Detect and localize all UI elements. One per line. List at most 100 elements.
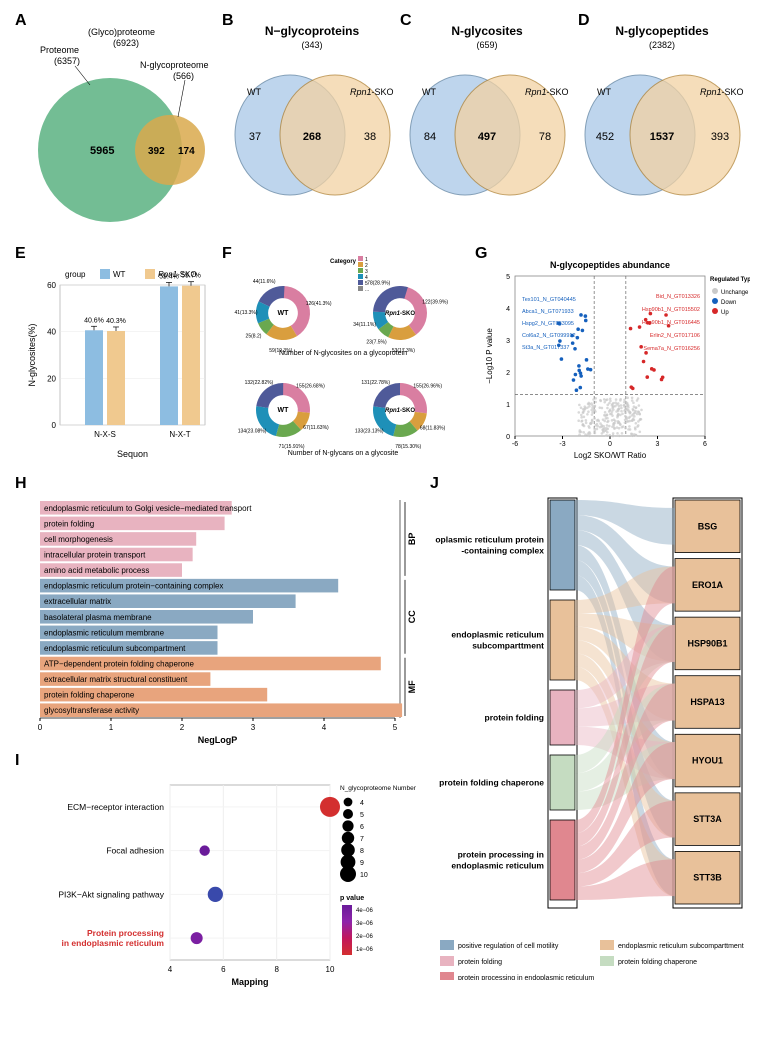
svg-text:−Log10 P value: −Log10 P value bbox=[485, 328, 494, 384]
svg-text:Category: Category bbox=[330, 259, 357, 265]
svg-text:8: 8 bbox=[274, 965, 279, 974]
svg-text:40.3%: 40.3% bbox=[106, 318, 126, 325]
svg-text:131(22.78%): 131(22.78%) bbox=[361, 380, 390, 386]
svg-text:N_glycoproteome Number: N_glycoproteome Number bbox=[340, 785, 417, 792]
svg-text:8: 8 bbox=[360, 848, 364, 855]
svg-text:5: 5 bbox=[360, 812, 364, 819]
svg-text:40: 40 bbox=[47, 328, 56, 337]
svg-text:-3: -3 bbox=[559, 441, 565, 448]
svg-text:3: 3 bbox=[506, 338, 510, 345]
svg-text:Up: Up bbox=[721, 310, 729, 316]
venn-a-label1: Proteome bbox=[40, 45, 79, 55]
panel-label-i: I bbox=[15, 752, 19, 770]
svg-text:protein folding: protein folding bbox=[485, 713, 545, 723]
svg-text:393: 393 bbox=[711, 131, 729, 143]
panel-label-e: E bbox=[15, 245, 26, 263]
svg-text:Col6a2_N_GT099912: Col6a2_N_GT099912 bbox=[522, 333, 576, 339]
svg-text:WT: WT bbox=[422, 87, 436, 97]
svg-text:155(26.68%): 155(26.68%) bbox=[296, 383, 325, 389]
svg-text:6: 6 bbox=[221, 965, 226, 974]
svg-text:protein folding chaperone: protein folding chaperone bbox=[618, 959, 697, 966]
svg-text:extracellular matrix: extracellular matrix bbox=[44, 597, 111, 606]
svg-text:4: 4 bbox=[506, 306, 510, 313]
svg-text:40.6%: 40.6% bbox=[84, 317, 104, 324]
svg-text:N−glycoproteins: N−glycoproteins bbox=[265, 24, 360, 38]
svg-text:Hsp90b1_N_GT015502: Hsp90b1_N_GT015502 bbox=[642, 307, 700, 313]
svg-text:2: 2 bbox=[506, 370, 510, 377]
svg-text:59.7%: 59.7% bbox=[181, 273, 201, 280]
svg-text:WT: WT bbox=[278, 407, 290, 414]
svg-text:1e−06: 1e−06 bbox=[356, 947, 374, 953]
svg-text:HSPA13: HSPA13 bbox=[690, 697, 724, 707]
svg-text:0: 0 bbox=[506, 434, 510, 441]
svg-text:452: 452 bbox=[596, 131, 614, 143]
svg-text:Rpn1-SKO: Rpn1-SKO bbox=[350, 87, 394, 97]
svg-text:HYOU1: HYOU1 bbox=[692, 756, 723, 766]
svg-text:7: 7 bbox=[360, 836, 364, 843]
svg-text:N-X-T: N-X-T bbox=[169, 430, 190, 439]
svg-text:ECM−receptor interaction: ECM−receptor interaction bbox=[67, 802, 164, 812]
svg-text:protein folding chaperone: protein folding chaperone bbox=[439, 778, 544, 788]
svg-text:59.4%: 59.4% bbox=[159, 273, 179, 280]
svg-text:amino acid metabolic process: amino acid metabolic process bbox=[44, 566, 149, 575]
svg-text:78: 78 bbox=[539, 131, 551, 143]
svg-text:34(11.1%): 34(11.1%) bbox=[353, 322, 376, 328]
svg-text:Log2 SKO/WT Ratio: Log2 SKO/WT Ratio bbox=[574, 451, 647, 460]
bar-e: groupWTRpn1-SKO020406040.6%40.3%N-X-S59.… bbox=[25, 265, 215, 460]
svg-text:78(15.30%): 78(15.30%) bbox=[395, 444, 421, 450]
venn-a-label3: N-glycoproteome bbox=[140, 60, 209, 70]
svg-text:HSP90B1: HSP90B1 bbox=[687, 638, 727, 648]
svg-text:78(28.9%): 78(28.9%) bbox=[367, 281, 390, 287]
svg-text:Tex101_N_GT040445: Tex101_N_GT040445 bbox=[522, 297, 576, 303]
volcano-g: N-glycopeptides abundance-6-3036012345Te… bbox=[480, 258, 750, 463]
svg-text:ATP−dependent protein folding: ATP−dependent protein folding chaperone bbox=[44, 660, 195, 669]
svg-text:3: 3 bbox=[251, 723, 256, 732]
svg-text:group: group bbox=[65, 270, 86, 279]
svg-text:2e−06: 2e−06 bbox=[356, 934, 374, 940]
svg-text:Focal adhesion: Focal adhesion bbox=[106, 846, 164, 856]
svg-text:Rpn1-SKO: Rpn1-SKO bbox=[525, 87, 569, 97]
hbar-h: BPCCMFendoplasmic reticulum to Golgi ves… bbox=[30, 495, 415, 745]
svg-text:endoplasmic reticulum protein: endoplasmic reticulum protein bbox=[435, 535, 544, 545]
svg-text:133(23.13%): 133(23.13%) bbox=[355, 428, 384, 434]
svg-text:68(11.83%): 68(11.83%) bbox=[420, 426, 446, 432]
svg-text:44(11.6%): 44(11.6%) bbox=[253, 279, 276, 285]
svg-text:Down: Down bbox=[721, 300, 736, 306]
venn-d: N-glycopeptides(2382)WTRpn1-SKO452153739… bbox=[575, 20, 755, 230]
venn-a-label2: (Glyco)proteome bbox=[88, 27, 155, 37]
svg-text:NegLogP: NegLogP bbox=[198, 735, 238, 745]
svg-text:2: 2 bbox=[180, 723, 185, 732]
svg-text:1: 1 bbox=[109, 723, 114, 732]
svg-text:67(11.63%): 67(11.63%) bbox=[303, 425, 329, 431]
svg-text:Unchange: Unchange bbox=[721, 290, 749, 296]
svg-text:4: 4 bbox=[322, 723, 327, 732]
venn-a: 5965 392 174 Proteome (6357) (Glyco)prot… bbox=[30, 20, 215, 230]
svg-text:1: 1 bbox=[506, 402, 510, 409]
venn-c: N-glycosites(659)WTRpn1-SKO8449778 bbox=[400, 20, 570, 230]
svg-text:BP: BP bbox=[407, 533, 415, 546]
svg-text:protein processing in endoplas: protein processing in endoplasmic reticu… bbox=[458, 975, 594, 980]
svg-text:Rpn1-SKO: Rpn1-SKO bbox=[700, 87, 744, 97]
svg-text:N-glycosites(%): N-glycosites(%) bbox=[27, 323, 37, 386]
svg-text:STT3B: STT3B bbox=[693, 873, 722, 883]
svg-text:Protein processing: Protein processing bbox=[87, 928, 164, 938]
svg-text:1537: 1537 bbox=[650, 131, 674, 143]
svg-text:St3a_N_GT017337: St3a_N_GT017337 bbox=[522, 345, 569, 351]
svg-text:endoplasmic reticulum: endoplasmic reticulum bbox=[451, 861, 544, 871]
svg-text:126(41.3%): 126(41.3%) bbox=[306, 301, 332, 307]
panel-label-a: A bbox=[15, 12, 27, 30]
svg-text:protein folding: protein folding bbox=[458, 959, 502, 966]
svg-text:p value: p value bbox=[340, 895, 364, 902]
svg-text:...: ... bbox=[365, 287, 369, 293]
svg-text:endoplasmic reticulum subcompa: endoplasmic reticulum subcompartment bbox=[44, 644, 186, 653]
svg-text:37: 37 bbox=[249, 131, 261, 143]
svg-text:(659): (659) bbox=[476, 40, 497, 50]
svg-text:endoplasmic reticulum to Golgi: endoplasmic reticulum to Golgi vesicle−m… bbox=[44, 504, 252, 513]
svg-text:endoplasmic reticulum: endoplasmic reticulum bbox=[451, 630, 544, 640]
svg-text:-6: -6 bbox=[512, 441, 518, 448]
svg-text:endoplasmic reticulum membrane: endoplasmic reticulum membrane bbox=[44, 628, 165, 637]
svg-text:Rpn1-SKO: Rpn1-SKO bbox=[385, 408, 415, 414]
svg-text:extracellular matrix structura: extracellular matrix structural constitu… bbox=[44, 675, 188, 684]
svg-text:basolateral plasma membrane: basolateral plasma membrane bbox=[44, 613, 152, 622]
svg-text:WT: WT bbox=[597, 87, 611, 97]
